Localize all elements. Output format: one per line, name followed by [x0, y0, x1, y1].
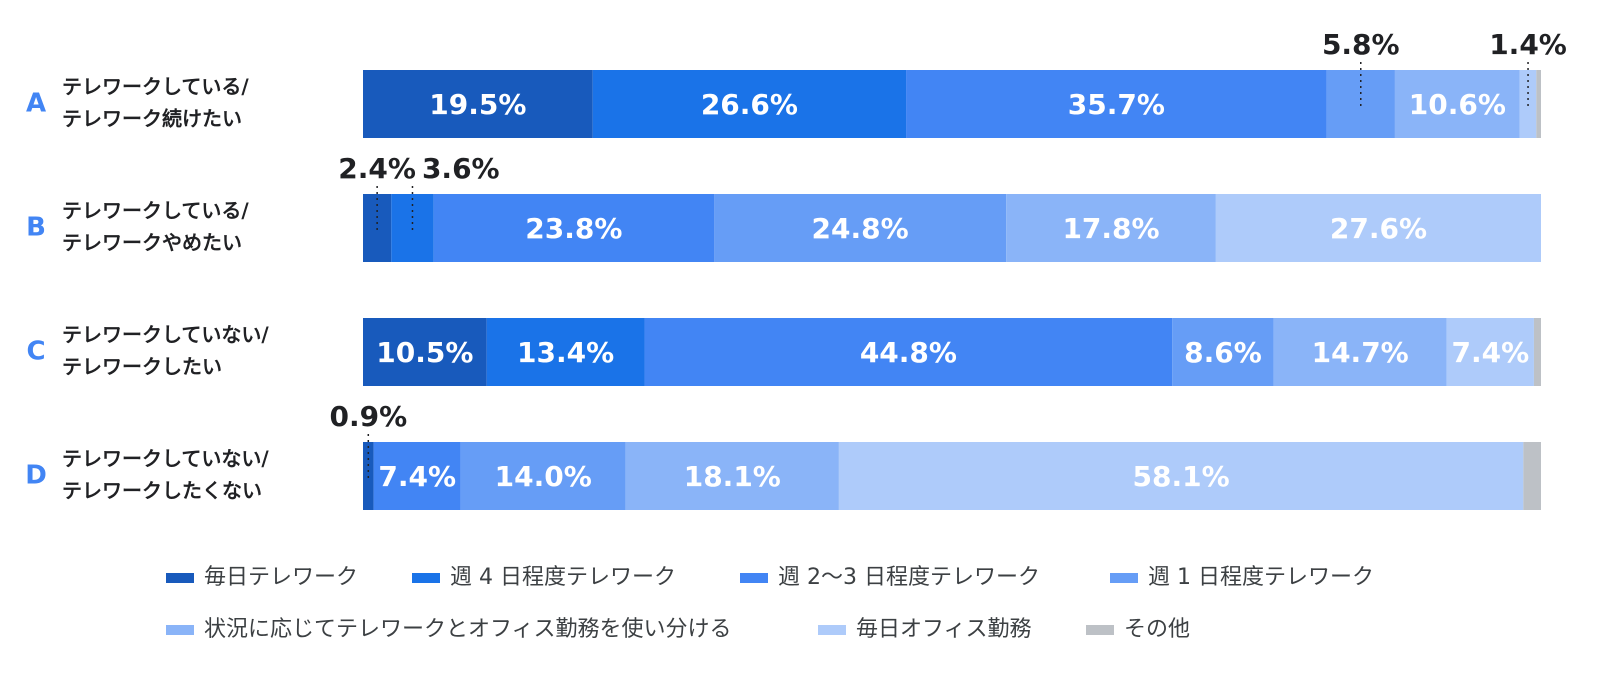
legend-label: 状況に応じてテレワークとオフィス勤務を使い分ける: [204, 617, 732, 642]
bar-segment: [433, 194, 715, 262]
legend-swatch: [818, 625, 846, 635]
bar-segment: [644, 318, 1173, 386]
bar-segment: [906, 70, 1327, 138]
value-label: 24.8%: [812, 212, 909, 245]
bar-segment: [1533, 318, 1541, 386]
value-label: 2.4%: [338, 152, 416, 185]
bar-segment: [714, 194, 1007, 262]
value-label: 5.8%: [1322, 28, 1400, 61]
bar-segment: [486, 318, 645, 386]
value-label: 27.6%: [1330, 212, 1427, 245]
value-label: 14.7%: [1312, 336, 1409, 369]
bar-segment: [1446, 318, 1534, 386]
value-label: 10.5%: [376, 336, 473, 369]
bar-segment: [592, 70, 907, 138]
value-label: 17.8%: [1062, 212, 1159, 245]
value-label: 14.0%: [495, 460, 592, 493]
value-label: 0.9%: [329, 400, 407, 433]
value-label: 1.4%: [1489, 28, 1567, 61]
legend-swatch: [1086, 625, 1114, 635]
bar-segment: [363, 70, 593, 138]
bar-segment: [1273, 318, 1447, 386]
bar-segment: [625, 442, 839, 510]
legend-label: その他: [1124, 617, 1190, 642]
bar-segment: [460, 442, 626, 510]
bar-segment: [1172, 318, 1274, 386]
legend-swatch: [1110, 573, 1138, 583]
category-letter: B: [26, 213, 46, 243]
legend-swatch: [412, 573, 440, 583]
category-label: テレワークしていない/: [62, 447, 269, 471]
bar-segment: [1394, 70, 1520, 138]
value-label: 18.1%: [684, 460, 781, 493]
bar-segment: [1523, 442, 1541, 510]
category-label: テレワークやめたい: [62, 231, 242, 255]
legend-label: 毎日オフィス勤務: [856, 617, 1032, 642]
value-label: 35.7%: [1068, 88, 1165, 121]
bar-segment: [1006, 194, 1216, 262]
legend-swatch: [166, 625, 194, 635]
value-label: 3.6%: [422, 152, 500, 185]
category-letter: A: [26, 89, 46, 119]
value-label: 13.4%: [517, 336, 614, 369]
bar-segment: [373, 442, 461, 510]
bar-segment: [1536, 70, 1541, 138]
legend-label: 毎日テレワーク: [204, 565, 358, 590]
value-label: 26.6%: [701, 88, 798, 121]
legend-label: 週 2〜3 日程度テレワーク: [778, 565, 1040, 590]
value-label: 19.5%: [429, 88, 526, 121]
category-label: テレワークしている/: [62, 199, 249, 223]
category-label: テレワークしている/: [62, 75, 249, 99]
value-label: 7.4%: [378, 460, 456, 493]
category-label: テレワーク続けたい: [62, 107, 242, 131]
category-label: テレワークしたくない: [62, 479, 262, 503]
legend-swatch: [740, 573, 768, 583]
legend-swatch: [166, 573, 194, 583]
bar-segment: [363, 318, 487, 386]
category-letter: C: [26, 337, 45, 367]
category-label: テレワークしたい: [62, 355, 222, 379]
legend-label: 週 1 日程度テレワーク: [1148, 565, 1374, 590]
value-label: 58.1%: [1133, 460, 1230, 493]
category-label: テレワークしていない/: [62, 323, 269, 347]
value-label: 23.8%: [525, 212, 622, 245]
bar-segment: [1215, 194, 1541, 262]
value-label: 44.8%: [860, 336, 957, 369]
value-label: 10.6%: [1409, 88, 1506, 121]
bar-segment: [838, 442, 1524, 510]
category-letter: D: [25, 461, 47, 491]
value-label: 7.4%: [1452, 336, 1530, 369]
legend-label: 週 4 日程度テレワーク: [450, 565, 676, 590]
value-label: 8.6%: [1184, 336, 1262, 369]
